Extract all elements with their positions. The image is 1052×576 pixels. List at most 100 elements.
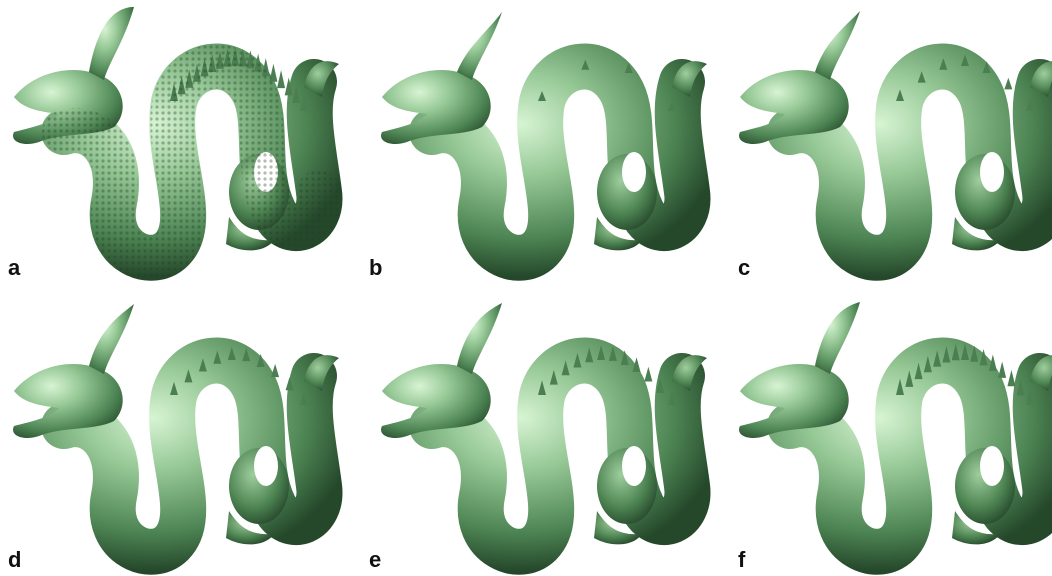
dragon-head [739, 69, 849, 144]
dragon-spike [896, 378, 904, 395]
dragon-scales [42, 44, 342, 280]
dragon-spike [284, 77, 293, 96]
dragon-tail-fin [304, 355, 339, 391]
dragon-horn [89, 7, 134, 80]
dragon-spike [285, 377, 294, 391]
dragon-spike [581, 59, 590, 70]
dragon-spike [585, 347, 594, 363]
dragon-spike [292, 85, 301, 104]
dragon-spike [668, 390, 676, 405]
dragon-spike [597, 345, 606, 360]
dragon-shape [13, 304, 343, 575]
dragon-foot [226, 217, 274, 251]
panel-label-c: c [738, 255, 751, 280]
dragon-head [739, 363, 849, 438]
dragon-spike [644, 366, 653, 382]
dragon-spike [961, 343, 969, 360]
dragon-spike [905, 370, 914, 387]
dragon-spike [227, 346, 236, 361]
dragon-tail-fin [672, 355, 707, 391]
dragon-spike [917, 71, 926, 83]
panel-c [730, 2, 1052, 282]
dragon-horn [457, 303, 502, 374]
panel-d [4, 296, 344, 576]
dragon-spike [1016, 378, 1025, 396]
dragon-render-d [13, 304, 343, 575]
dragon-spike [656, 378, 665, 393]
dragon-horn [457, 12, 502, 80]
dragon-shape [739, 302, 1052, 575]
dragon-coil-hole [622, 152, 646, 192]
dragon-spike [300, 93, 308, 111]
dragon-spike [1026, 388, 1034, 405]
dragon-tail-fin [1030, 355, 1052, 391]
dragon-spike [979, 348, 988, 366]
dragon-spike [269, 63, 278, 82]
dragon-spike [1026, 99, 1034, 111]
dragon-spike [624, 63, 633, 74]
dragon-spike [961, 54, 969, 66]
dragon-render-b [381, 12, 711, 281]
dragon-shape [13, 7, 343, 281]
dragon-horn [815, 302, 860, 374]
dragon-render-a [13, 7, 343, 281]
dragon-spike [933, 350, 942, 367]
dragon-spike [668, 101, 676, 111]
dragon-spike [970, 345, 979, 362]
dragon-spike [942, 346, 951, 363]
dragon-spike [998, 361, 1007, 378]
dragon-spike [242, 347, 251, 362]
dragon-spike [561, 360, 570, 376]
dragon-body [409, 43, 711, 281]
dragon-spike [896, 89, 904, 101]
dragon-spike [184, 369, 193, 383]
dragon-spike [1007, 369, 1016, 387]
dragon-head [381, 363, 491, 438]
dragon-tail-fin [304, 61, 339, 97]
dragon-spike [213, 350, 222, 364]
dragon-spike [1004, 77, 1013, 90]
dragon-horn [815, 11, 860, 80]
dragon-render-e [381, 303, 711, 575]
dragon-spike [982, 61, 991, 74]
dragon-shape [381, 12, 711, 281]
panel-label-b: b [369, 255, 383, 280]
dragon-foot [594, 217, 642, 251]
dragon-foot [226, 511, 274, 545]
dragon-spike [277, 70, 286, 89]
dragon-shape [739, 11, 1052, 281]
panel-f [730, 296, 1052, 576]
dragon-render-f [739, 302, 1052, 575]
panel-label-f: f [738, 547, 746, 572]
panel-label-e: e [369, 547, 382, 572]
dragon-coil-hole [980, 152, 1004, 192]
dragon-coil-hole [254, 446, 278, 486]
dragon-tail-fin [672, 61, 707, 97]
dragon-horn [89, 304, 134, 374]
dragon-render-c [739, 11, 1052, 281]
dragon-shape [381, 303, 711, 575]
dragon-coil-hole [622, 446, 646, 486]
dragon-spike [170, 381, 178, 395]
dragon-spike [271, 363, 280, 378]
dragon-body [767, 337, 1052, 575]
panel-b [372, 2, 712, 282]
dragon-spike [198, 358, 207, 372]
panel-a [4, 2, 344, 282]
dragon-spike [939, 58, 948, 70]
dragon-tail-fin [1030, 61, 1052, 97]
dragon-spike [300, 391, 308, 405]
dragon-spike [573, 352, 582, 368]
panel-e [372, 296, 712, 576]
dragon-spike [538, 91, 546, 101]
dragon-spike [620, 350, 629, 365]
dragon-spike [549, 369, 558, 385]
dragon-spike [632, 357, 641, 373]
dragon-spike [923, 355, 932, 373]
dragon-spike [256, 353, 265, 368]
panel-label-d: d [8, 547, 22, 572]
dragon-spike [914, 362, 923, 380]
dragon-spike [988, 354, 997, 371]
dragon-body [767, 43, 1052, 281]
dragon-foot [952, 511, 1000, 545]
